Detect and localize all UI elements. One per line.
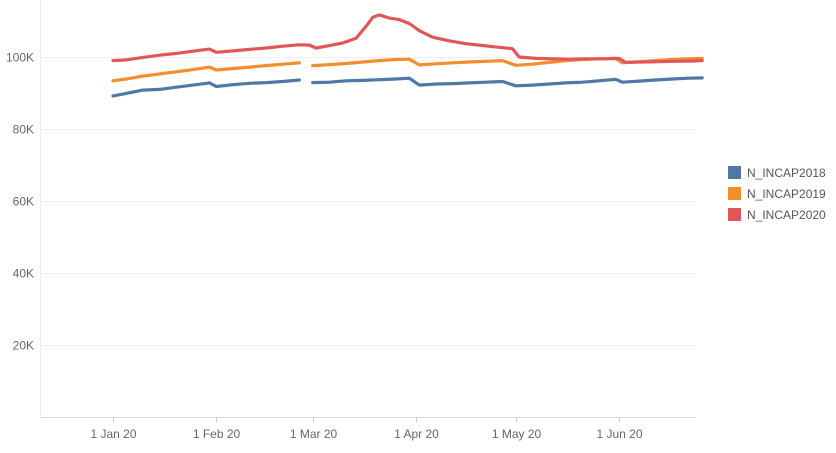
x-tick-label-1-mar-20: 1 Mar 20 — [290, 427, 338, 441]
series-line-n-incap2018 — [111, 76, 704, 98]
y-tick-label-20k: 20K — [13, 339, 34, 353]
x-tick-label-1-jan-20: 1 Jan 20 — [90, 427, 136, 441]
series-line-n-incap2020 — [111, 13, 704, 64]
y-tick-label-100k: 100K — [6, 51, 34, 65]
legend-swatch-n-incap2020 — [728, 208, 741, 221]
x-tick-label-1-may-20: 1 May 20 — [492, 427, 542, 441]
legend-item-n-incap2018[interactable]: N_INCAP2018 — [728, 162, 826, 183]
legend-item-n-incap2019[interactable]: N_INCAP2019 — [728, 183, 826, 204]
legend-item-n-incap2020[interactable]: N_INCAP2020 — [728, 204, 826, 225]
y-tick-label-40k: 40K — [13, 267, 34, 281]
y-tick-label-80k: 80K — [13, 123, 34, 137]
y-tick-label-60k: 60K — [13, 195, 34, 209]
grid-lines — [40, 57, 696, 346]
legend-label-n-incap2018: N_INCAP2018 — [747, 165, 826, 180]
axes — [40, 0, 696, 422]
legend-label-n-incap2020: N_INCAP2020 — [747, 207, 826, 222]
x-tick-label-1-apr-20: 1 Apr 20 — [394, 427, 439, 441]
x-tick-label-1-jun-20: 1 Jun 20 — [596, 427, 642, 441]
legend-swatch-n-incap2018 — [728, 166, 741, 179]
tick-labels: 20K 40K 60K 80K 100K 1 Jan 20 1 Feb 20 1 Mar 20… — [6, 51, 643, 442]
series-lines — [111, 13, 704, 98]
legend-label-n-incap2019: N_INCAP2019 — [747, 186, 826, 201]
legend: N_INCAP2018 N_INCAP2019 N_INCAP2020 — [728, 162, 826, 225]
legend-swatch-n-incap2019 — [728, 187, 741, 200]
x-tick-label-1-feb-20: 1 Feb 20 — [193, 427, 241, 441]
